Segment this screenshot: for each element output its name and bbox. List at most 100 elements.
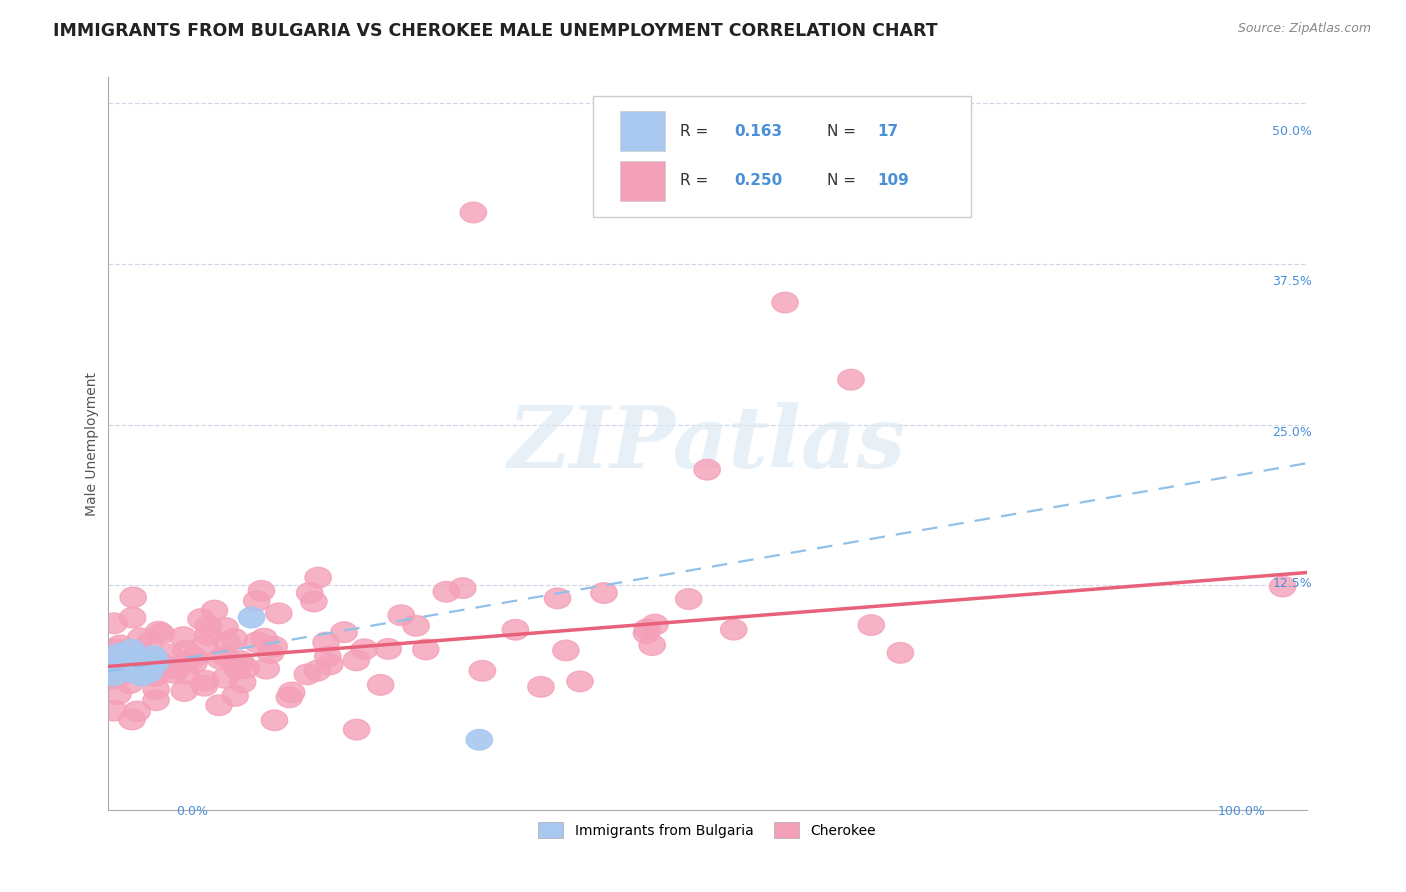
Ellipse shape <box>316 654 343 674</box>
Ellipse shape <box>404 615 429 636</box>
Ellipse shape <box>193 670 218 691</box>
Ellipse shape <box>228 650 253 671</box>
Ellipse shape <box>297 582 323 603</box>
Ellipse shape <box>117 661 142 681</box>
Ellipse shape <box>173 651 198 672</box>
Ellipse shape <box>567 671 593 691</box>
Ellipse shape <box>772 293 799 313</box>
Ellipse shape <box>170 627 197 648</box>
Ellipse shape <box>212 667 239 688</box>
Ellipse shape <box>276 687 302 707</box>
Legend: Immigrants from Bulgaria, Cherokee: Immigrants from Bulgaria, Cherokee <box>533 817 882 844</box>
Ellipse shape <box>239 607 264 628</box>
Text: 0.250: 0.250 <box>735 173 783 188</box>
Ellipse shape <box>181 652 207 673</box>
Ellipse shape <box>262 710 288 731</box>
Ellipse shape <box>103 665 129 686</box>
Ellipse shape <box>100 653 127 673</box>
Ellipse shape <box>142 652 169 673</box>
Ellipse shape <box>128 665 155 686</box>
Ellipse shape <box>224 659 250 680</box>
Ellipse shape <box>304 660 330 681</box>
Ellipse shape <box>131 652 157 673</box>
Ellipse shape <box>229 672 256 692</box>
Ellipse shape <box>544 588 571 608</box>
Ellipse shape <box>148 624 174 644</box>
Ellipse shape <box>120 587 146 607</box>
Ellipse shape <box>641 615 668 635</box>
Ellipse shape <box>112 664 138 684</box>
Ellipse shape <box>104 652 131 673</box>
Ellipse shape <box>591 582 617 603</box>
Ellipse shape <box>100 668 127 689</box>
Ellipse shape <box>172 681 197 701</box>
Text: N =: N = <box>827 173 856 188</box>
Ellipse shape <box>250 628 277 648</box>
Ellipse shape <box>553 640 579 661</box>
Text: 0.0%: 0.0% <box>176 805 208 818</box>
Text: Source: ZipAtlas.com: Source: ZipAtlas.com <box>1237 22 1371 36</box>
Ellipse shape <box>467 730 492 750</box>
Ellipse shape <box>433 582 460 602</box>
Ellipse shape <box>141 646 166 666</box>
Ellipse shape <box>314 632 339 653</box>
Ellipse shape <box>294 665 321 685</box>
Ellipse shape <box>136 632 163 652</box>
Ellipse shape <box>156 644 183 665</box>
Ellipse shape <box>136 661 163 681</box>
FancyBboxPatch shape <box>620 161 665 201</box>
Ellipse shape <box>148 653 174 674</box>
Ellipse shape <box>633 623 659 643</box>
Ellipse shape <box>253 658 280 679</box>
Ellipse shape <box>367 674 394 695</box>
Ellipse shape <box>266 603 292 624</box>
Text: R =: R = <box>679 173 707 188</box>
Text: 25.0%: 25.0% <box>1272 425 1312 439</box>
Ellipse shape <box>470 660 495 681</box>
Ellipse shape <box>257 643 284 664</box>
Ellipse shape <box>128 628 153 648</box>
Ellipse shape <box>301 591 328 612</box>
Ellipse shape <box>194 624 221 645</box>
Ellipse shape <box>343 650 370 671</box>
Ellipse shape <box>212 646 239 666</box>
Ellipse shape <box>191 634 218 656</box>
Ellipse shape <box>120 709 145 730</box>
Ellipse shape <box>118 640 145 660</box>
Text: 0.163: 0.163 <box>735 124 783 139</box>
Ellipse shape <box>634 619 661 640</box>
Ellipse shape <box>145 622 172 642</box>
Ellipse shape <box>205 695 232 715</box>
Ellipse shape <box>111 657 136 678</box>
Ellipse shape <box>278 682 305 703</box>
Ellipse shape <box>221 629 247 649</box>
Ellipse shape <box>100 665 127 686</box>
Ellipse shape <box>249 581 274 601</box>
Ellipse shape <box>330 622 357 642</box>
Ellipse shape <box>343 719 370 739</box>
Ellipse shape <box>195 615 222 636</box>
Text: IMMIGRANTS FROM BULGARIA VS CHEROKEE MALE UNEMPLOYMENT CORRELATION CHART: IMMIGRANTS FROM BULGARIA VS CHEROKEE MAL… <box>53 22 938 40</box>
Ellipse shape <box>207 648 233 669</box>
Ellipse shape <box>858 615 884 635</box>
Ellipse shape <box>838 369 865 390</box>
Ellipse shape <box>375 639 402 659</box>
Text: 100.0%: 100.0% <box>1218 805 1265 818</box>
Ellipse shape <box>125 643 152 664</box>
Ellipse shape <box>233 657 259 678</box>
Ellipse shape <box>132 658 159 680</box>
Ellipse shape <box>191 675 218 696</box>
Ellipse shape <box>173 664 200 684</box>
Ellipse shape <box>720 619 747 640</box>
Text: 50.0%: 50.0% <box>1272 125 1312 137</box>
Ellipse shape <box>222 686 249 706</box>
Ellipse shape <box>1270 576 1296 597</box>
Ellipse shape <box>502 619 529 640</box>
Ellipse shape <box>887 642 914 663</box>
Ellipse shape <box>262 636 287 657</box>
Ellipse shape <box>162 658 188 679</box>
Ellipse shape <box>305 567 332 588</box>
Ellipse shape <box>201 600 228 621</box>
Ellipse shape <box>107 642 134 663</box>
Ellipse shape <box>675 589 702 609</box>
